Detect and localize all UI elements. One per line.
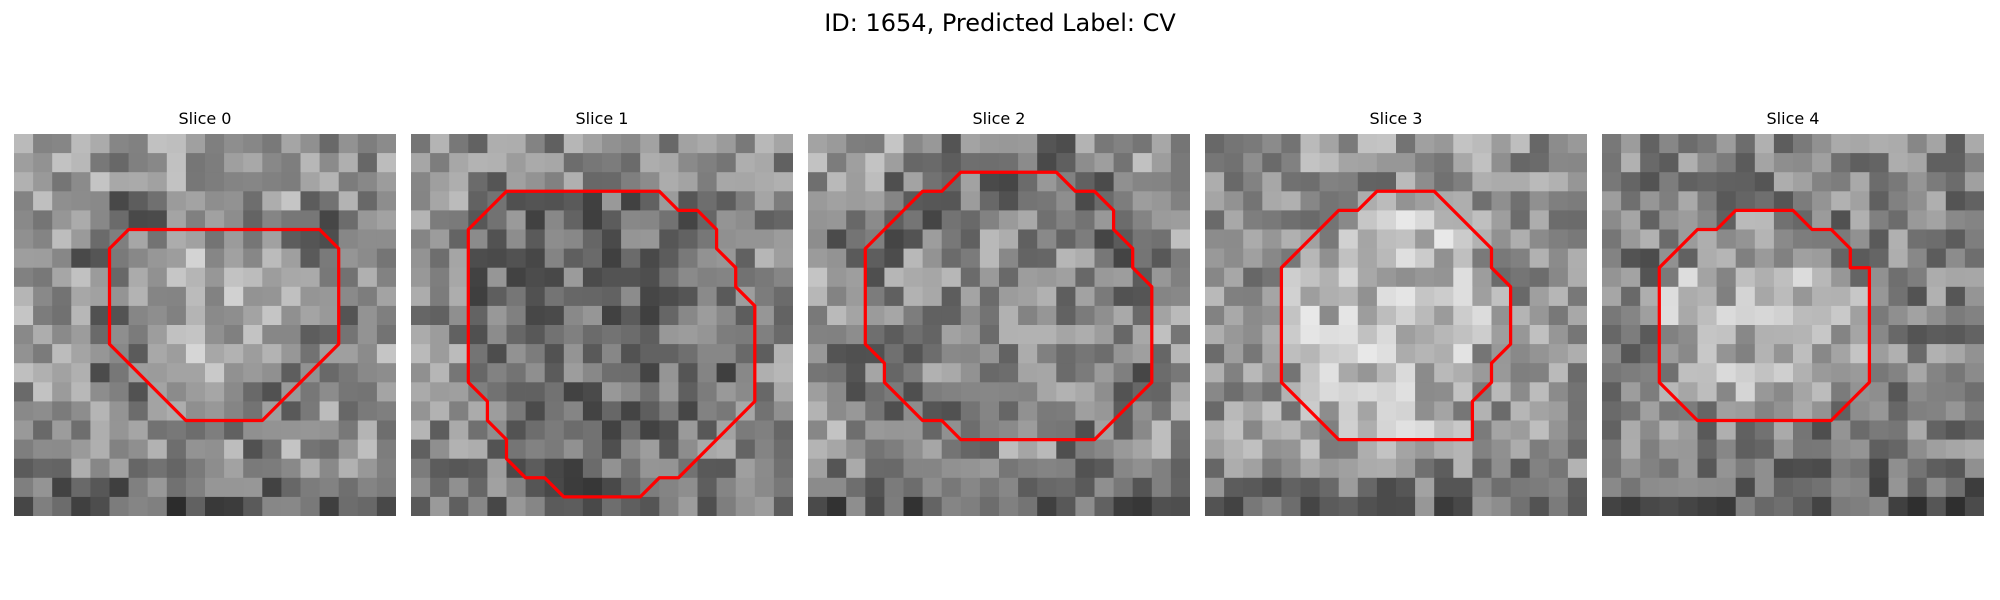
contour-outline: [1657, 208, 1872, 423]
slice-panel-2: Slice 2: [808, 108, 1190, 518]
slice-panel-1: Slice 1: [411, 108, 793, 518]
slice-title: Slice 0: [178, 109, 232, 128]
slice-image: [1205, 134, 1587, 516]
slice-panel-4: Slice 4: [1602, 108, 1984, 518]
figure-title: ID: 1654, Predicted Label: CV: [824, 9, 1176, 37]
slice-image: [14, 134, 396, 516]
contour-outline: [466, 189, 757, 499]
slice-image: [411, 134, 793, 516]
slice-panel-0: Slice 0: [14, 108, 396, 518]
slice-panel-3: Slice 3: [1205, 108, 1587, 518]
slice-title: Slice 4: [1766, 109, 1820, 128]
contour-outline: [863, 170, 1154, 442]
slice-image: [808, 134, 1190, 516]
slice-title: Slice 3: [1369, 109, 1423, 128]
slice-title: Slice 1: [575, 109, 629, 128]
contour-outline: [107, 227, 341, 423]
slice-image: [1602, 134, 1984, 516]
slice-title: Slice 2: [972, 109, 1026, 128]
contour-outline: [1279, 189, 1513, 442]
